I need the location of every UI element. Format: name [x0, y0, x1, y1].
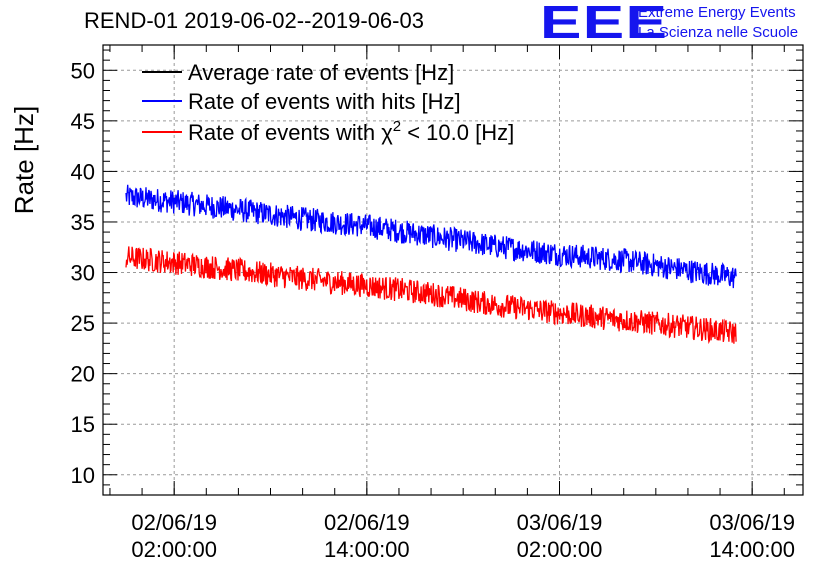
logo-line-2: La Scienza nelle Scuole: [638, 24, 799, 41]
axis-ticks: [103, 45, 803, 496]
plot-frame: [102, 44, 804, 496]
logo-line-1: Extreme Energy Events: [638, 4, 796, 21]
legend-average-label: Average rate of events [Hz]: [188, 60, 454, 85]
y-axis-title: Rate [Hz]: [9, 106, 39, 214]
legend: Average rate of events [Hz] Rate of even…: [142, 60, 514, 145]
y-tick-label: 20: [71, 362, 95, 387]
y-tick-label: 45: [71, 109, 95, 134]
x-tick-label-time: 02:00:00: [131, 537, 217, 562]
legend-hits-label: Rate of events with hits [Hz]: [188, 89, 461, 114]
x-tick-label-date: 02/06/19: [324, 510, 410, 535]
chart-title: REND-01 2019-06-02--2019-06-03: [84, 8, 424, 33]
x-tick-label-date: 03/06/19: [517, 510, 603, 535]
series-1-line: [125, 184, 737, 289]
y-tick-label: 30: [71, 261, 95, 286]
x-tick-label-date: 03/06/19: [709, 510, 795, 535]
legend-chi2-label-main: Rate of events with χ: [188, 120, 393, 145]
y-tick-labels: 10 15 20 25 30 35 40 45 50: [71, 58, 95, 487]
x-tick-label-date: 02/06/19: [131, 510, 217, 535]
x-tick-labels: 02/06/1902:00:0002/06/1914:00:0003/06/19…: [131, 510, 795, 562]
eee-logo: EEE Extreme Energy Events La Scienza nel…: [540, 0, 830, 48]
y-tick-label: 25: [71, 311, 95, 336]
y-tick-label: 10: [71, 463, 95, 488]
x-tick-label-time: 14:00:00: [709, 537, 795, 562]
y-tick-label: 50: [71, 58, 95, 83]
series-2-line: [125, 246, 737, 345]
series-layer: [125, 184, 737, 345]
legend-chi2-label-tail: < 10.0 [Hz]: [401, 120, 514, 145]
logo-mark: EEE: [540, 0, 669, 48]
x-tick-label-time: 14:00:00: [324, 537, 410, 562]
y-tick-label: 35: [71, 210, 95, 235]
y-tick-label: 40: [71, 159, 95, 184]
y-tick-label: 15: [71, 412, 95, 437]
legend-chi2-label: Rate of events with χ2 < 10.0 [Hz]: [188, 118, 514, 145]
legend-chi2-superscript: 2: [393, 118, 401, 135]
x-tick-label-time: 02:00:00: [517, 537, 603, 562]
